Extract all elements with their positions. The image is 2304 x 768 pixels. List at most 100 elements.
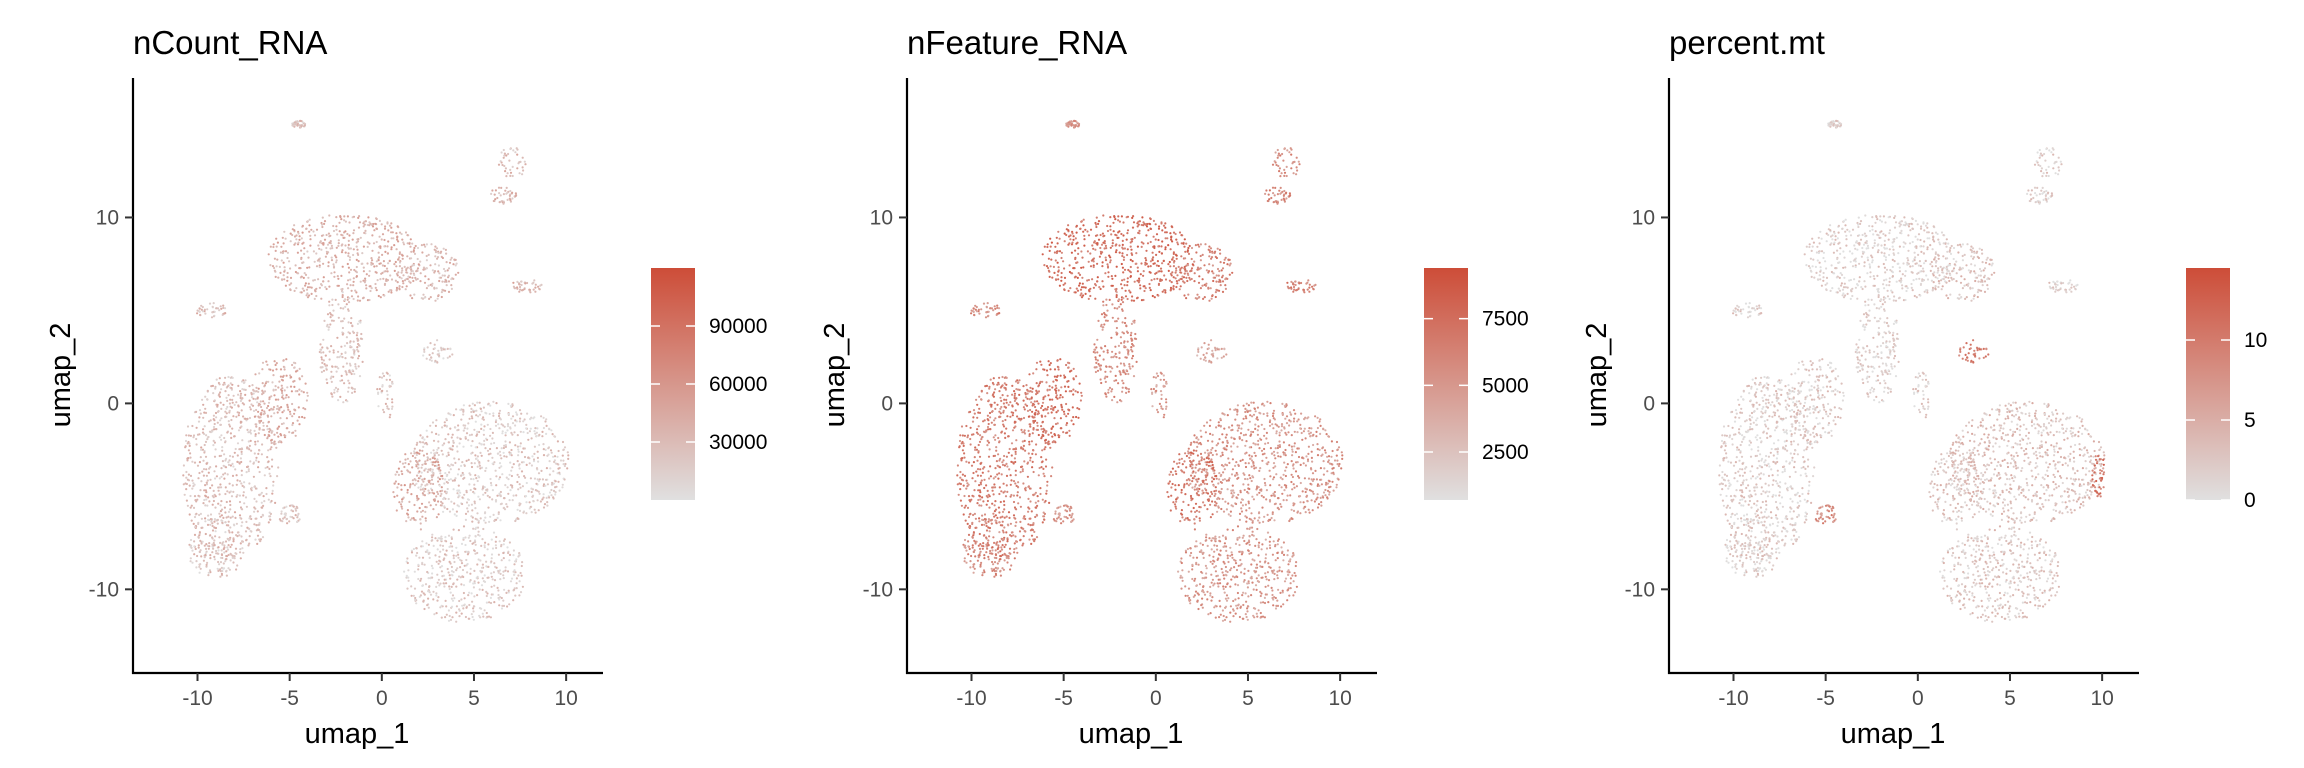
cell-point — [1131, 365, 1134, 368]
cell-point — [357, 238, 360, 241]
cell-point — [1120, 283, 1123, 286]
cell-point — [313, 260, 316, 263]
cell-point — [287, 396, 290, 399]
cell-point — [1228, 264, 1231, 267]
cell-point — [1131, 226, 1135, 229]
cell-point — [417, 577, 420, 581]
cell-point — [490, 484, 493, 487]
cell-point — [1042, 467, 1045, 470]
cell-point — [514, 571, 517, 574]
cell-point — [421, 441, 425, 444]
cell-point — [1094, 297, 1097, 300]
cell-cluster — [403, 525, 525, 623]
cell-point — [518, 594, 521, 597]
cell-point — [298, 423, 301, 426]
cell-point — [410, 549, 413, 552]
cell-point — [990, 410, 994, 413]
cell-point — [436, 490, 439, 494]
cell-point — [1129, 241, 1132, 244]
cell-point — [1027, 523, 1030, 526]
cell-point — [1079, 294, 1082, 297]
cell-point — [1215, 274, 1218, 277]
cell-point — [253, 523, 256, 526]
cell-point — [333, 271, 336, 274]
cell-point — [322, 338, 325, 341]
cell-point — [505, 175, 508, 178]
cell-point — [224, 441, 227, 444]
cell-point — [478, 430, 481, 434]
cell-point — [290, 376, 293, 379]
cell-point — [276, 258, 279, 261]
cell-point — [968, 513, 971, 516]
cell-point — [1153, 245, 1156, 248]
cell-point — [424, 462, 427, 465]
cell-point — [959, 470, 962, 474]
cell-point — [189, 560, 192, 563]
cell-point — [978, 484, 981, 487]
cell-point — [289, 385, 293, 388]
cell-point — [348, 362, 351, 365]
cell-point — [199, 563, 202, 566]
cell-point — [365, 273, 368, 276]
cell-point — [298, 416, 301, 419]
cell-point — [221, 556, 224, 560]
cell-point — [542, 483, 546, 486]
cell-point — [493, 579, 497, 582]
cell-point — [1152, 262, 1155, 265]
cell-point — [217, 546, 220, 549]
cell-point — [191, 487, 194, 490]
cell-point — [458, 489, 461, 492]
cell-point — [511, 486, 514, 489]
cell-point — [432, 590, 435, 593]
cell-point — [1094, 248, 1097, 251]
cell-point — [204, 552, 207, 555]
cell-point — [218, 512, 221, 515]
cell-point — [1155, 264, 1158, 267]
cell-point — [220, 417, 223, 420]
cell-point — [426, 443, 429, 446]
cell-point — [338, 356, 341, 359]
cell-point — [228, 409, 231, 412]
cell-point — [530, 437, 533, 440]
cell-point — [1151, 251, 1154, 254]
cell-point — [509, 189, 512, 193]
cell-point — [348, 297, 351, 300]
cell-point — [1151, 294, 1154, 298]
cell-point — [265, 487, 268, 490]
cell-point — [358, 221, 362, 224]
cell-point — [470, 613, 473, 616]
cell-point — [520, 451, 524, 454]
cell-point — [219, 575, 222, 578]
cell-point — [401, 267, 404, 270]
cell-point — [502, 451, 505, 454]
cell-point — [200, 308, 203, 311]
cell-point — [398, 276, 401, 279]
cell-point — [267, 521, 270, 524]
cell-point — [493, 441, 496, 445]
cell-point — [392, 237, 395, 240]
cell-point — [1078, 282, 1081, 285]
cell-point — [340, 274, 343, 277]
cell-point — [980, 523, 984, 527]
cell-point — [247, 544, 250, 547]
cell-point — [1118, 370, 1121, 373]
cell-point — [224, 511, 227, 514]
cell-point — [457, 556, 460, 559]
cell-point — [521, 485, 525, 488]
cell-point — [514, 151, 517, 154]
cell-point — [259, 538, 262, 541]
cell-point — [963, 452, 966, 455]
cell-point — [411, 276, 414, 279]
cell-point — [447, 412, 450, 415]
cell-point — [516, 508, 519, 511]
cell-point — [375, 265, 378, 268]
cell-point — [457, 458, 460, 461]
cell-point — [424, 484, 427, 487]
cell-point — [444, 616, 447, 619]
cell-point — [1120, 298, 1123, 301]
cell-point — [1172, 251, 1175, 254]
cell-point — [346, 283, 349, 286]
cell-point — [343, 344, 346, 347]
cell-point — [557, 480, 560, 483]
cell-point — [515, 582, 518, 585]
